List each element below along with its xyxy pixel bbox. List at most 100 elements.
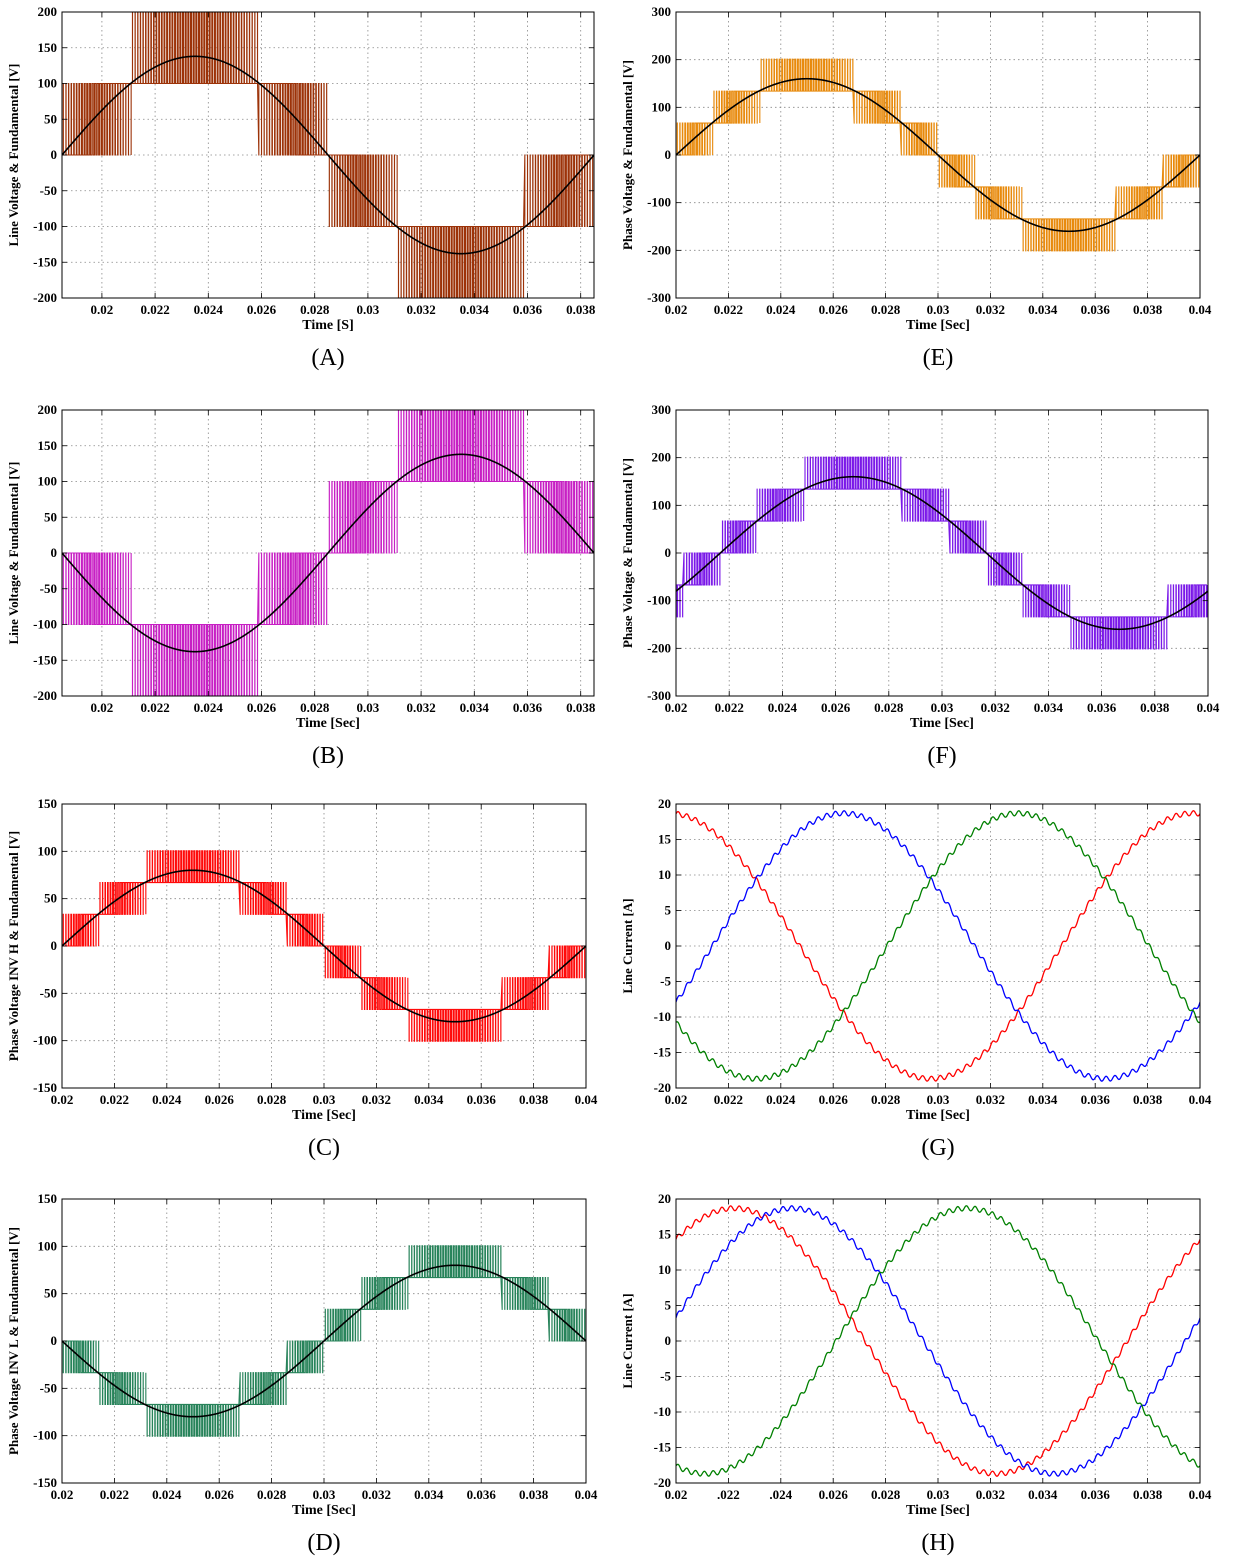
fundamental-series (62, 869, 586, 1023)
y-axis-label: Line Current [A] (620, 1293, 635, 1388)
y-tick-label: 0 (51, 545, 58, 560)
y-axis-label: Line Current [A] (620, 898, 635, 993)
x-tick-label: 0.026 (205, 1487, 235, 1502)
x-tick-label: 0.04 (1197, 700, 1220, 715)
x-axis-label: Time [Sec] (906, 318, 970, 333)
panel-caption: (C) (308, 1135, 340, 1161)
y-tick-label: 0 (51, 1333, 58, 1348)
x-tick-label: 0.03 (927, 302, 950, 317)
y-tick-label: -5 (660, 1369, 671, 1384)
series-group (62, 1245, 586, 1437)
y-tick-label: 200 (38, 4, 58, 19)
x-tick-label: 0.03 (927, 1487, 950, 1502)
x-tick-label: 0.022 (714, 302, 743, 317)
x-tick-label: 0.022 (140, 700, 169, 715)
fundamental-series (62, 1264, 586, 1418)
x-axis-label: Time [Sec] (296, 716, 360, 731)
y-tick-label: 100 (38, 474, 58, 489)
x-tick-label: 0.024 (768, 700, 798, 715)
x-tick-label: 0.038 (519, 1092, 549, 1107)
y-tick-label: 5 (665, 1298, 672, 1313)
y-tick-label: -100 (33, 219, 57, 234)
series-group (676, 58, 1200, 252)
y-tick-label: -100 (647, 195, 671, 210)
current-series (676, 1205, 1200, 1477)
y-tick-label: -50 (40, 1380, 57, 1395)
y-tick-label: -150 (33, 254, 57, 269)
x-tick-label: 0.032 (362, 1092, 391, 1107)
y-tick-label: -200 (33, 688, 57, 703)
x-tick-label: 0.032 (976, 1487, 1005, 1502)
chart-d: 0.02 0.022 0.024 0.026 0.028 0.03 0.032 0.034 0.… (6, 1191, 598, 1556)
x-tick-label: 0.04 (1189, 1487, 1212, 1502)
current-series (676, 1205, 1200, 1477)
x-tick-label: 0.04 (1189, 302, 1212, 317)
x-tick-label: 0.022 (100, 1092, 129, 1107)
y-tick-label: -5 (660, 974, 671, 989)
x-tick-label: 0.024 (194, 700, 224, 715)
y-tick-label: 200 (652, 450, 672, 465)
x-tick-label: 0.026 (247, 302, 277, 317)
y-tick-label: 150 (38, 438, 58, 453)
fundamental-series (676, 77, 1200, 233)
x-tick-label: 0.026 (821, 700, 851, 715)
x-tick-label: 0.02 (91, 700, 114, 715)
x-tick-label: 0.028 (871, 1487, 901, 1502)
chart-c: 0.02 0.022 0.024 0.026 0.028 0.03 0.032 0.034 0.… (6, 796, 598, 1161)
y-tick-label: 50 (44, 509, 57, 524)
series-group (62, 850, 586, 1042)
x-tick-label: 0.02 (665, 700, 688, 715)
chart-h: 0.02 .022 .024 0.026 0.028 0.03 0.032 0.034 0.03… (620, 1191, 1212, 1556)
x-tick-label: 0.026 (247, 700, 277, 715)
x-tick-label: 0.03 (927, 1092, 950, 1107)
y-tick-label: -100 (33, 617, 57, 632)
fundamental-series (62, 55, 594, 255)
y-tick-label: 100 (38, 1238, 58, 1253)
chart-a: 0.02 0.022 0.024 0.026 0.028 0.03 0.032 0.034 0.… (6, 4, 596, 371)
y-tick-label: 0 (665, 147, 672, 162)
x-tick-label: 0.03 (313, 1487, 336, 1502)
y-tick-label: 50 (44, 1286, 57, 1301)
x-axis-label: Time [Sec] (910, 716, 974, 731)
x-tick-label: 0.038 (1133, 1092, 1163, 1107)
x-tick-label: 0.038 (566, 302, 596, 317)
x-tick-label: 0.034 (1028, 1092, 1058, 1107)
y-tick-label: 5 (665, 903, 672, 918)
x-tick-label: 0.032 (406, 700, 435, 715)
y-tick-label: 100 (38, 843, 58, 858)
x-tick-label: 0.034 (460, 302, 490, 317)
y-tick-label: 50 (44, 891, 57, 906)
y-tick-label: -150 (33, 1475, 57, 1490)
y-tick-label: -10 (654, 1404, 671, 1419)
series-group (62, 410, 594, 696)
y-tick-label: -100 (647, 593, 671, 608)
x-tick-label: 0.038 (1133, 302, 1163, 317)
x-tick-label: 0.034 (414, 1487, 444, 1502)
x-tick-label: 0.02 (665, 1092, 688, 1107)
x-tick-label: 0.034 (1028, 1487, 1058, 1502)
x-axis-label: Time [Sec] (292, 1108, 356, 1123)
x-tick-label: 0.032 (976, 302, 1005, 317)
y-axis-label: Line Voltage & Fundamental [V] (6, 462, 21, 645)
x-tick-label: 0.02 (51, 1092, 74, 1107)
y-tick-label: 10 (658, 867, 671, 882)
x-axis-label: Time [Sec] (906, 1503, 970, 1518)
x-tick-label: 0.028 (871, 302, 901, 317)
y-tick-label: 20 (658, 796, 671, 811)
fundamental-series (676, 475, 1208, 631)
panel-caption: (H) (921, 1530, 954, 1556)
y-tick-label: 200 (38, 402, 58, 417)
series-group (676, 456, 1208, 650)
current-series (676, 810, 1200, 1082)
y-tick-label: -100 (33, 1428, 57, 1443)
x-tick-label: 0.024 (194, 302, 224, 317)
panel-caption: (A) (311, 345, 344, 371)
x-tick-label: 0.026 (819, 1487, 849, 1502)
x-tick-label: 0.022 (100, 1487, 129, 1502)
x-tick-label: 0.036 (513, 302, 543, 317)
current-series (676, 810, 1200, 1082)
x-tick-label: 0.038 (519, 1487, 549, 1502)
x-tick-label: 0.028 (874, 700, 904, 715)
x-tick-label: 0.036 (467, 1487, 497, 1502)
x-tick-label: 0.036 (1081, 1487, 1111, 1502)
